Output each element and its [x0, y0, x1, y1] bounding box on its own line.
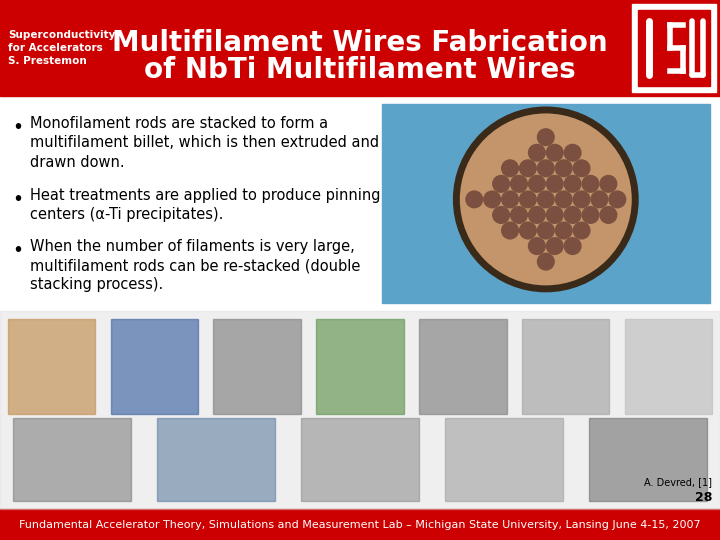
- Circle shape: [591, 191, 608, 208]
- Circle shape: [564, 238, 581, 254]
- Bar: [382, 104, 710, 303]
- Bar: [638, 10, 710, 86]
- Text: 28: 28: [695, 491, 712, 504]
- Circle shape: [573, 160, 590, 177]
- Circle shape: [538, 129, 554, 145]
- Bar: [625, 319, 712, 414]
- Circle shape: [538, 160, 554, 177]
- Circle shape: [528, 207, 545, 223]
- Circle shape: [456, 110, 635, 289]
- Circle shape: [582, 176, 599, 192]
- Bar: [111, 319, 198, 414]
- Circle shape: [555, 160, 572, 177]
- Circle shape: [528, 144, 545, 161]
- Circle shape: [502, 222, 518, 239]
- Bar: [157, 418, 275, 501]
- Circle shape: [546, 176, 563, 192]
- Bar: [589, 418, 707, 501]
- Circle shape: [564, 207, 581, 223]
- Circle shape: [546, 238, 563, 254]
- Circle shape: [502, 160, 518, 177]
- Bar: [13, 418, 131, 501]
- Bar: [0, 96, 720, 509]
- Circle shape: [546, 144, 563, 161]
- Text: Monofilament rods are stacked to form a
multifilament billet, which is then extr: Monofilament rods are stacked to form a …: [30, 116, 379, 170]
- Bar: [213, 319, 301, 414]
- Bar: [0, 310, 720, 509]
- Circle shape: [538, 222, 554, 239]
- Bar: [522, 319, 609, 414]
- Text: •: •: [12, 118, 24, 137]
- Circle shape: [484, 191, 500, 208]
- Bar: [419, 319, 507, 414]
- Circle shape: [492, 176, 510, 192]
- Text: •: •: [12, 241, 24, 260]
- Text: When the number of filaments is very large,
multifilament rods can be re-stacked: When the number of filaments is very lar…: [30, 239, 361, 293]
- Circle shape: [520, 222, 536, 239]
- Circle shape: [555, 222, 572, 239]
- Circle shape: [502, 191, 518, 208]
- Text: Superconductivity
for Accelerators
S. Prestemon: Superconductivity for Accelerators S. Pr…: [8, 30, 115, 66]
- Circle shape: [528, 238, 545, 254]
- Circle shape: [564, 176, 581, 192]
- Circle shape: [555, 191, 572, 208]
- Bar: [8, 319, 95, 414]
- Text: of NbTi Multifilament Wires: of NbTi Multifilament Wires: [144, 56, 576, 84]
- Bar: [0, 509, 720, 540]
- Circle shape: [538, 191, 554, 208]
- Circle shape: [528, 176, 545, 192]
- Text: A. Devred, [1]: A. Devred, [1]: [644, 477, 712, 487]
- Bar: [0, 0, 720, 96]
- Bar: [316, 319, 404, 414]
- Circle shape: [492, 207, 510, 223]
- Circle shape: [510, 176, 527, 192]
- Circle shape: [564, 144, 581, 161]
- Bar: [301, 418, 419, 501]
- Bar: [632, 4, 716, 92]
- Text: •: •: [12, 190, 24, 209]
- Circle shape: [466, 191, 482, 208]
- Circle shape: [600, 176, 617, 192]
- Circle shape: [520, 191, 536, 208]
- Circle shape: [609, 191, 626, 208]
- Circle shape: [600, 207, 617, 223]
- Circle shape: [546, 207, 563, 223]
- Circle shape: [582, 207, 599, 223]
- Circle shape: [573, 222, 590, 239]
- Circle shape: [573, 191, 590, 208]
- Circle shape: [510, 207, 527, 223]
- Bar: [445, 418, 563, 501]
- Text: Fundamental Accelerator Theory, Simulations and Measurement Lab – Michigan State: Fundamental Accelerator Theory, Simulati…: [19, 519, 701, 530]
- Text: Multifilament Wires Fabrication: Multifilament Wires Fabrication: [112, 29, 608, 57]
- Text: Heat treatments are applied to produce pinning
centers (α-Ti precipitates).: Heat treatments are applied to produce p…: [30, 188, 380, 222]
- Circle shape: [520, 160, 536, 177]
- Circle shape: [538, 253, 554, 270]
